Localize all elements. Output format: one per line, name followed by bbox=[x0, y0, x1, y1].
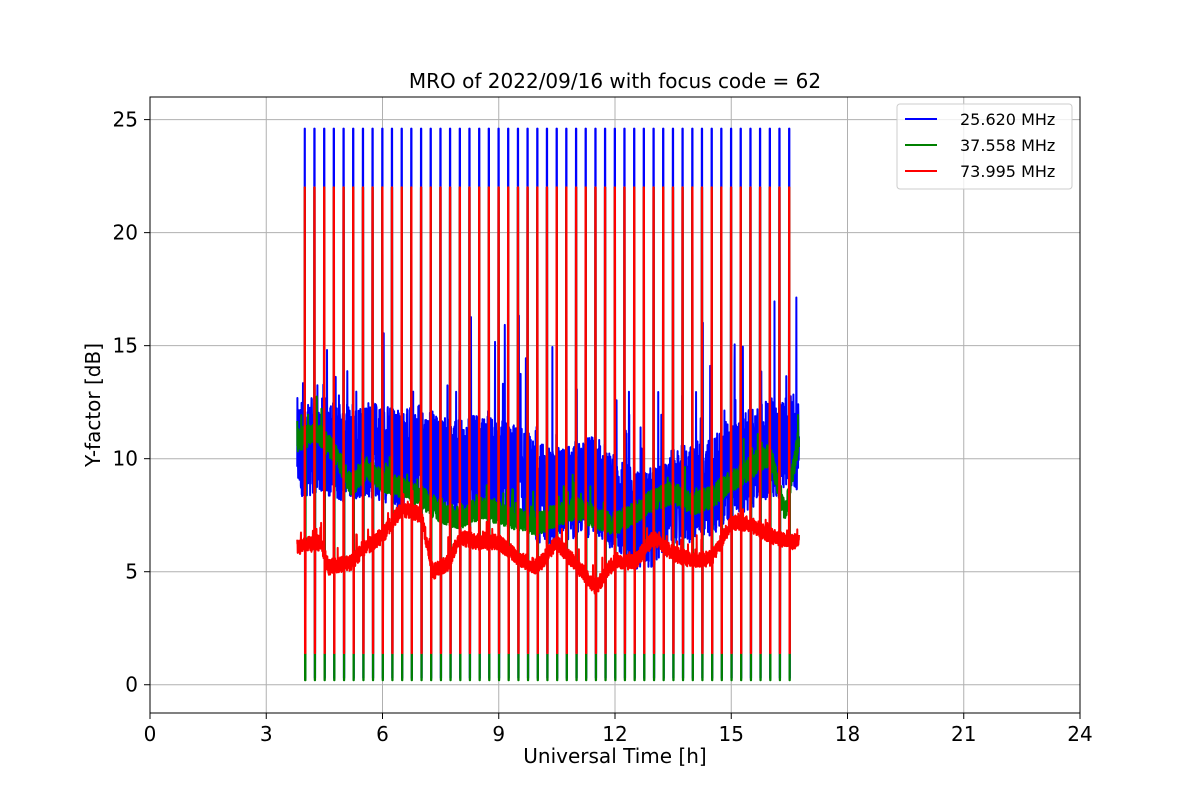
x-axis-ticks: 0 3 6 9 12 15 18 21 24 bbox=[144, 713, 1093, 746]
series-line-2 bbox=[296, 186, 800, 655]
y-tick-label: 0 bbox=[125, 673, 138, 697]
legend-label: 37.558 MHz bbox=[960, 136, 1055, 155]
x-tick-label: 18 bbox=[835, 722, 860, 746]
legend: 25.620 MHz 37.558 MHz 73.995 MHz bbox=[896, 103, 1073, 190]
series-group bbox=[296, 127, 800, 682]
y-tick-label: 20 bbox=[113, 221, 138, 245]
legend-label: 73.995 MHz bbox=[960, 162, 1055, 181]
x-tick-label: 21 bbox=[951, 722, 976, 746]
legend-label: 25.620 MHz bbox=[960, 110, 1055, 129]
x-tick-label: 3 bbox=[260, 722, 273, 746]
x-tick-label: 9 bbox=[492, 722, 505, 746]
x-tick-label: 12 bbox=[602, 722, 627, 746]
plot-area bbox=[296, 127, 800, 682]
legend-box bbox=[896, 103, 1073, 190]
y-axis-ticks: 0 5 10 15 20 25 bbox=[113, 108, 150, 697]
chart-title: MRO of 2022/09/16 with focus code = 62 bbox=[409, 69, 821, 93]
y-tick-label: 15 bbox=[113, 334, 138, 358]
y-tick-label: 5 bbox=[125, 560, 138, 584]
y-tick-label: 25 bbox=[113, 108, 138, 132]
x-axis-title: Universal Time [h] bbox=[523, 744, 706, 768]
x-tick-label: 24 bbox=[1067, 722, 1092, 746]
x-tick-label: 6 bbox=[376, 722, 389, 746]
y-tick-label: 10 bbox=[113, 447, 138, 471]
y-axis-title: Y-factor [dB] bbox=[81, 343, 105, 468]
x-tick-label: 15 bbox=[719, 722, 744, 746]
x-tick-label: 0 bbox=[144, 722, 157, 746]
